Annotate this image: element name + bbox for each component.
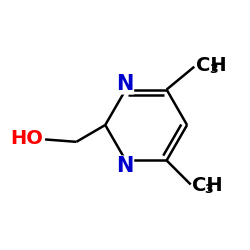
Text: N: N	[116, 74, 133, 94]
Text: 3: 3	[209, 62, 217, 76]
Text: CH: CH	[192, 176, 222, 195]
Text: N: N	[116, 156, 133, 176]
Text: HO: HO	[10, 129, 43, 148]
Text: 3: 3	[204, 183, 213, 196]
Text: CH: CH	[196, 56, 227, 75]
